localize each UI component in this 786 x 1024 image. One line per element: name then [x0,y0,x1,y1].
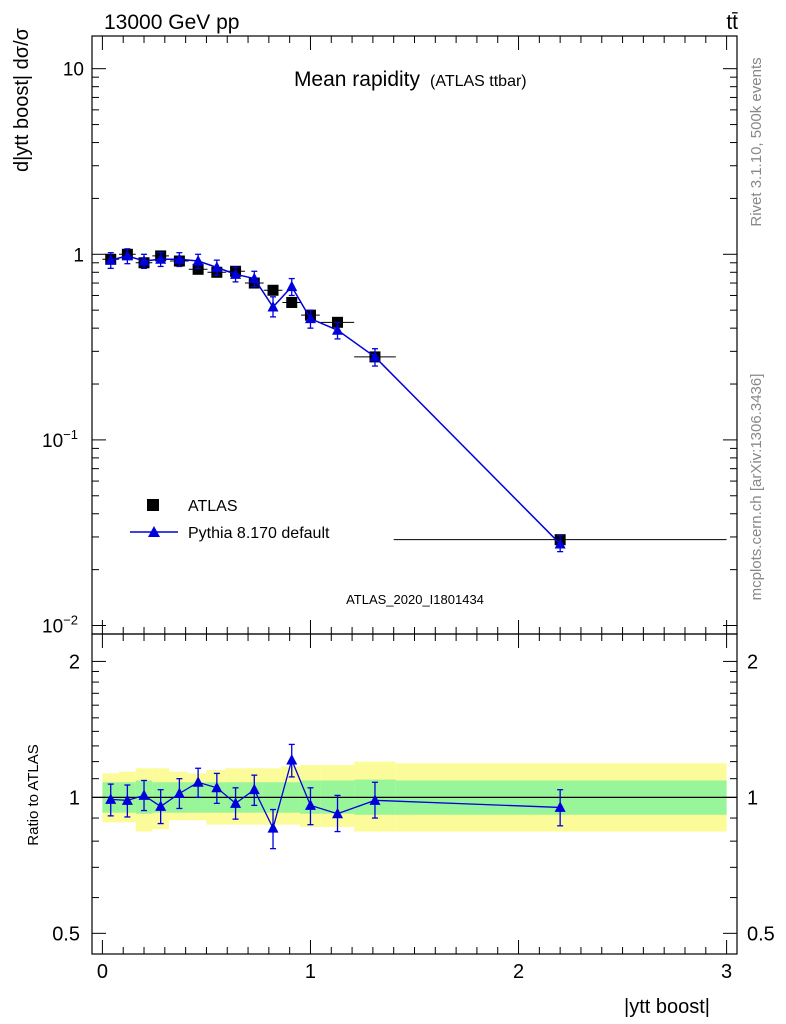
pythia-point [155,253,167,264]
pythia-point [267,301,279,312]
x-axis-label: |ytt boost| [624,996,710,1018]
main-y-tick-label: 10−1 [42,427,78,452]
ratio-pythia-point [138,789,150,800]
ratio-y-tick-label-left: 2 [69,651,80,673]
ratio-pythia-point [304,799,316,810]
ratio-pythia-point [554,801,566,812]
legend-pythia-marker [148,526,160,537]
pythia-point [332,324,344,335]
ratio-panel: 0.5 0.5 1 1 2 2 0 1 2 3 Ratio to ATLAS |ytt boost… [25,633,775,1018]
pythia-point [211,261,223,272]
collision-label: 13000 GeV pp [104,11,239,34]
ratio-pythia-point [332,807,344,819]
atlas-point [192,263,204,275]
main-y-tick-label: 1 [73,245,84,266]
x-tick-label: 2 [513,961,524,983]
pythia-line [110,255,561,545]
pythia-point [173,253,185,264]
ratio-y-tick-label-right: 2 [747,651,758,673]
pythia-point [248,272,260,284]
x-tick-label: 0 [97,961,108,983]
ratio-pythia-point [192,776,204,787]
pythia-point [304,312,316,324]
atlas-point [267,284,279,296]
main-y-axis-label: d|ytt boost| dσ/σ [11,27,33,172]
pythia-point [554,537,566,549]
ratio-pythia-point [267,822,279,833]
legend-pythia-label: Pythia 8.170 default [188,525,330,542]
rivet-version-label: Rivet 3.1.10, 500k events [748,57,765,226]
analysis-watermark: ATLAS_2020_I1801434 [346,592,484,607]
pythia-point [105,254,117,265]
main-plot-area [102,248,727,553]
ratio-y-tick-label-right: 0.5 [747,923,775,945]
ratio-y-tick-label-left: 1 [69,787,80,809]
x-tick-label: 3 [721,961,732,983]
ratio-pythia-point [369,794,381,805]
ratio-plot-area [92,743,737,850]
legend-atlas-marker [147,499,159,511]
pythia-point [286,280,298,292]
process-label: tt̄ [726,11,738,34]
main-y-tick-label: 10−2 [42,613,78,638]
ratio-pythia-point [248,783,260,795]
ratio-pythia-point [211,781,223,793]
pythia-point [121,249,133,261]
ratio-pythia-point [121,794,133,805]
ratio-pythia-point [155,800,167,811]
main-y-axis-label-text: d|ytt boost| dσ/σ [11,27,33,172]
ratio-y-axis-label: Ratio to ATLAS [25,744,42,845]
ratio-axes: 0.5 0.5 1 1 2 2 0 1 2 3 [52,634,775,983]
chart-title: Mean rapidity [294,68,421,91]
main-y-tick-label: 10 [63,60,84,81]
pythia-point [230,268,242,279]
chart-subtitle: (ATLAS ttbar) [430,73,527,90]
x-tick-label: 1 [305,961,316,983]
pythia-point [192,255,204,266]
mcplots-source-label: mcplots.cern.ch [arXiv:1306.3436] [748,374,765,601]
pythia-point [369,350,381,362]
ratio-y-tick-label-right: 1 [747,787,758,809]
main-axes: 10 1 10−1 10−2 [42,36,737,638]
main-frame [91,35,738,635]
legend-atlas-label: ATLAS [188,498,238,515]
ratio-y-tick-label-left: 0.5 [52,923,80,945]
ratio-pythia-point [230,797,242,808]
ratio-pythia-point [105,793,117,804]
pythia-point [138,255,150,266]
ratio-pythia-point [286,753,298,765]
legend: ATLAS Pythia 8.170 default [130,498,330,542]
atlas-point [286,296,298,308]
ratio-pythia-point [173,787,185,798]
